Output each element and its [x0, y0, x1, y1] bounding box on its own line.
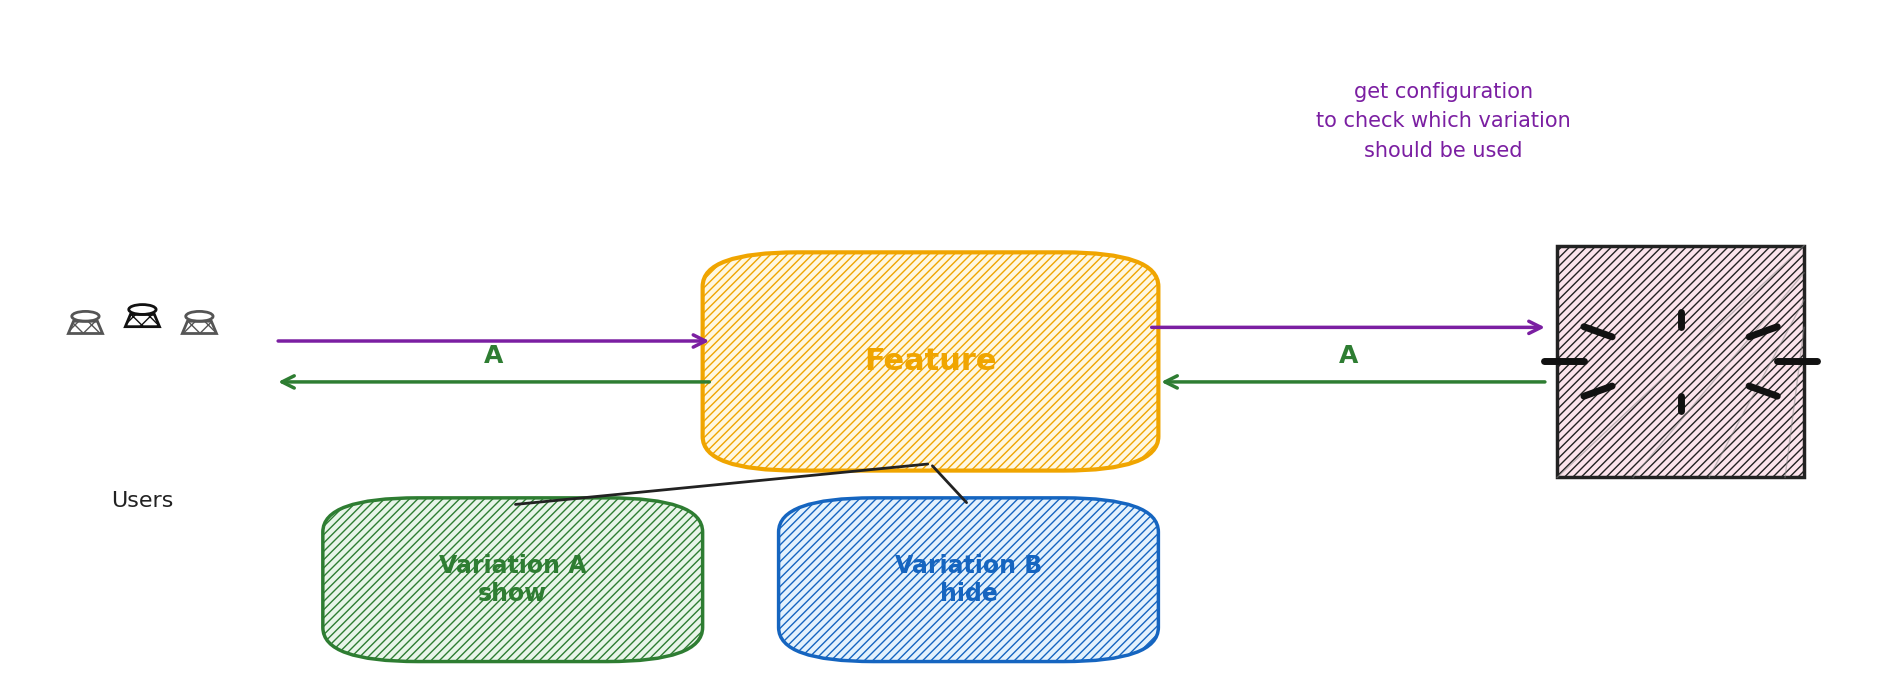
- FancyBboxPatch shape: [1556, 246, 1803, 477]
- Text: Users: Users: [112, 491, 173, 511]
- Text: Variation A
show: Variation A show: [438, 554, 586, 606]
- Text: Feature: Feature: [864, 347, 996, 376]
- Text: Variation B
hide: Variation B hide: [894, 554, 1042, 606]
- FancyBboxPatch shape: [702, 252, 1158, 471]
- Text: get configuration
to check which variation
should be used: get configuration to check which variati…: [1315, 82, 1570, 161]
- Text: A: A: [484, 344, 503, 368]
- FancyBboxPatch shape: [323, 498, 702, 662]
- FancyBboxPatch shape: [778, 498, 1158, 662]
- Text: A: A: [1338, 344, 1357, 368]
